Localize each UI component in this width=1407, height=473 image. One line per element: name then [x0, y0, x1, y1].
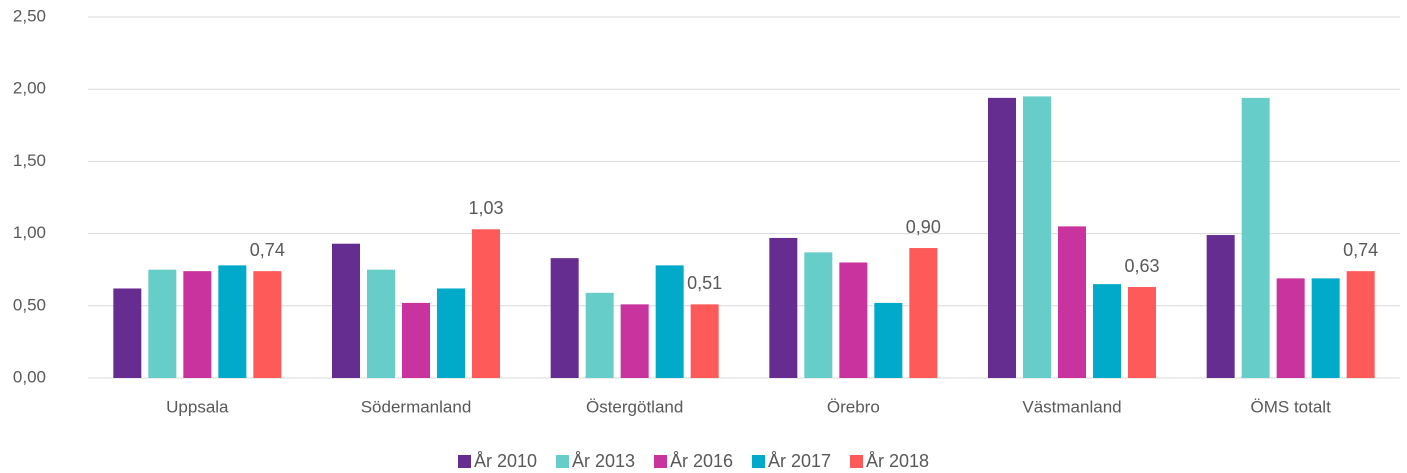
bar: [909, 248, 938, 378]
legend-swatch: [752, 455, 765, 468]
legend-label: År 2018: [866, 451, 929, 471]
bar: [839, 262, 868, 378]
x-tick-label: Södermanland: [361, 397, 472, 416]
data-label: 0,90: [906, 217, 941, 237]
data-label: 0,51: [687, 273, 722, 293]
legend-label: År 2013: [572, 451, 635, 471]
x-tick-label: Östergötland: [586, 397, 683, 416]
bar: [655, 265, 684, 378]
data-label: 0,74: [250, 240, 285, 260]
y-tick-label: 0,50: [13, 295, 46, 314]
y-tick-label: 2,00: [13, 79, 46, 98]
bar: [620, 304, 649, 378]
y-tick-label: 0,00: [13, 367, 46, 386]
bar: [332, 243, 360, 378]
legend-swatch: [458, 455, 471, 468]
bar: [804, 252, 833, 378]
bar: [1311, 278, 1340, 378]
data-label: 0,74: [1343, 240, 1378, 260]
legend-swatch: [556, 455, 569, 468]
bar: [1346, 271, 1375, 378]
bar: [1128, 287, 1156, 378]
data-label: 1,03: [468, 198, 503, 218]
legend-label: År 2016: [670, 451, 733, 471]
legend-label: År 2017: [768, 451, 831, 471]
data-label: 0,63: [1124, 256, 1159, 276]
bar: [472, 229, 500, 378]
bar: [253, 271, 282, 378]
bar: [113, 288, 142, 378]
bar: [1023, 96, 1051, 379]
legend-label: År 2010: [474, 451, 537, 471]
y-tick-label: 2,50: [13, 6, 46, 25]
bar: [1093, 284, 1121, 378]
y-tick-label: 1,00: [13, 223, 46, 242]
legend-swatch: [654, 455, 667, 468]
bar: [218, 265, 247, 378]
bar: [437, 288, 465, 378]
bar: [690, 304, 719, 378]
x-tick-label: ÖMS totalt: [1251, 397, 1332, 416]
bar: [1276, 278, 1305, 378]
y-tick-label: 1,50: [13, 151, 46, 170]
bar: [585, 292, 614, 378]
legend-swatch: [850, 455, 863, 468]
bar: [402, 302, 430, 378]
bar: [183, 271, 212, 378]
bar: [1206, 235, 1235, 378]
x-tick-label: Västmanland: [1022, 397, 1121, 416]
x-tick-label: Örebro: [827, 397, 880, 416]
bar: [1058, 226, 1086, 378]
bar: [148, 269, 177, 378]
bar: [874, 302, 903, 378]
bar: [550, 258, 579, 378]
bar: [988, 97, 1016, 378]
bar: [769, 237, 798, 378]
x-tick-label: Uppsala: [166, 397, 229, 416]
bar: [1241, 97, 1270, 378]
bar: [367, 269, 395, 378]
